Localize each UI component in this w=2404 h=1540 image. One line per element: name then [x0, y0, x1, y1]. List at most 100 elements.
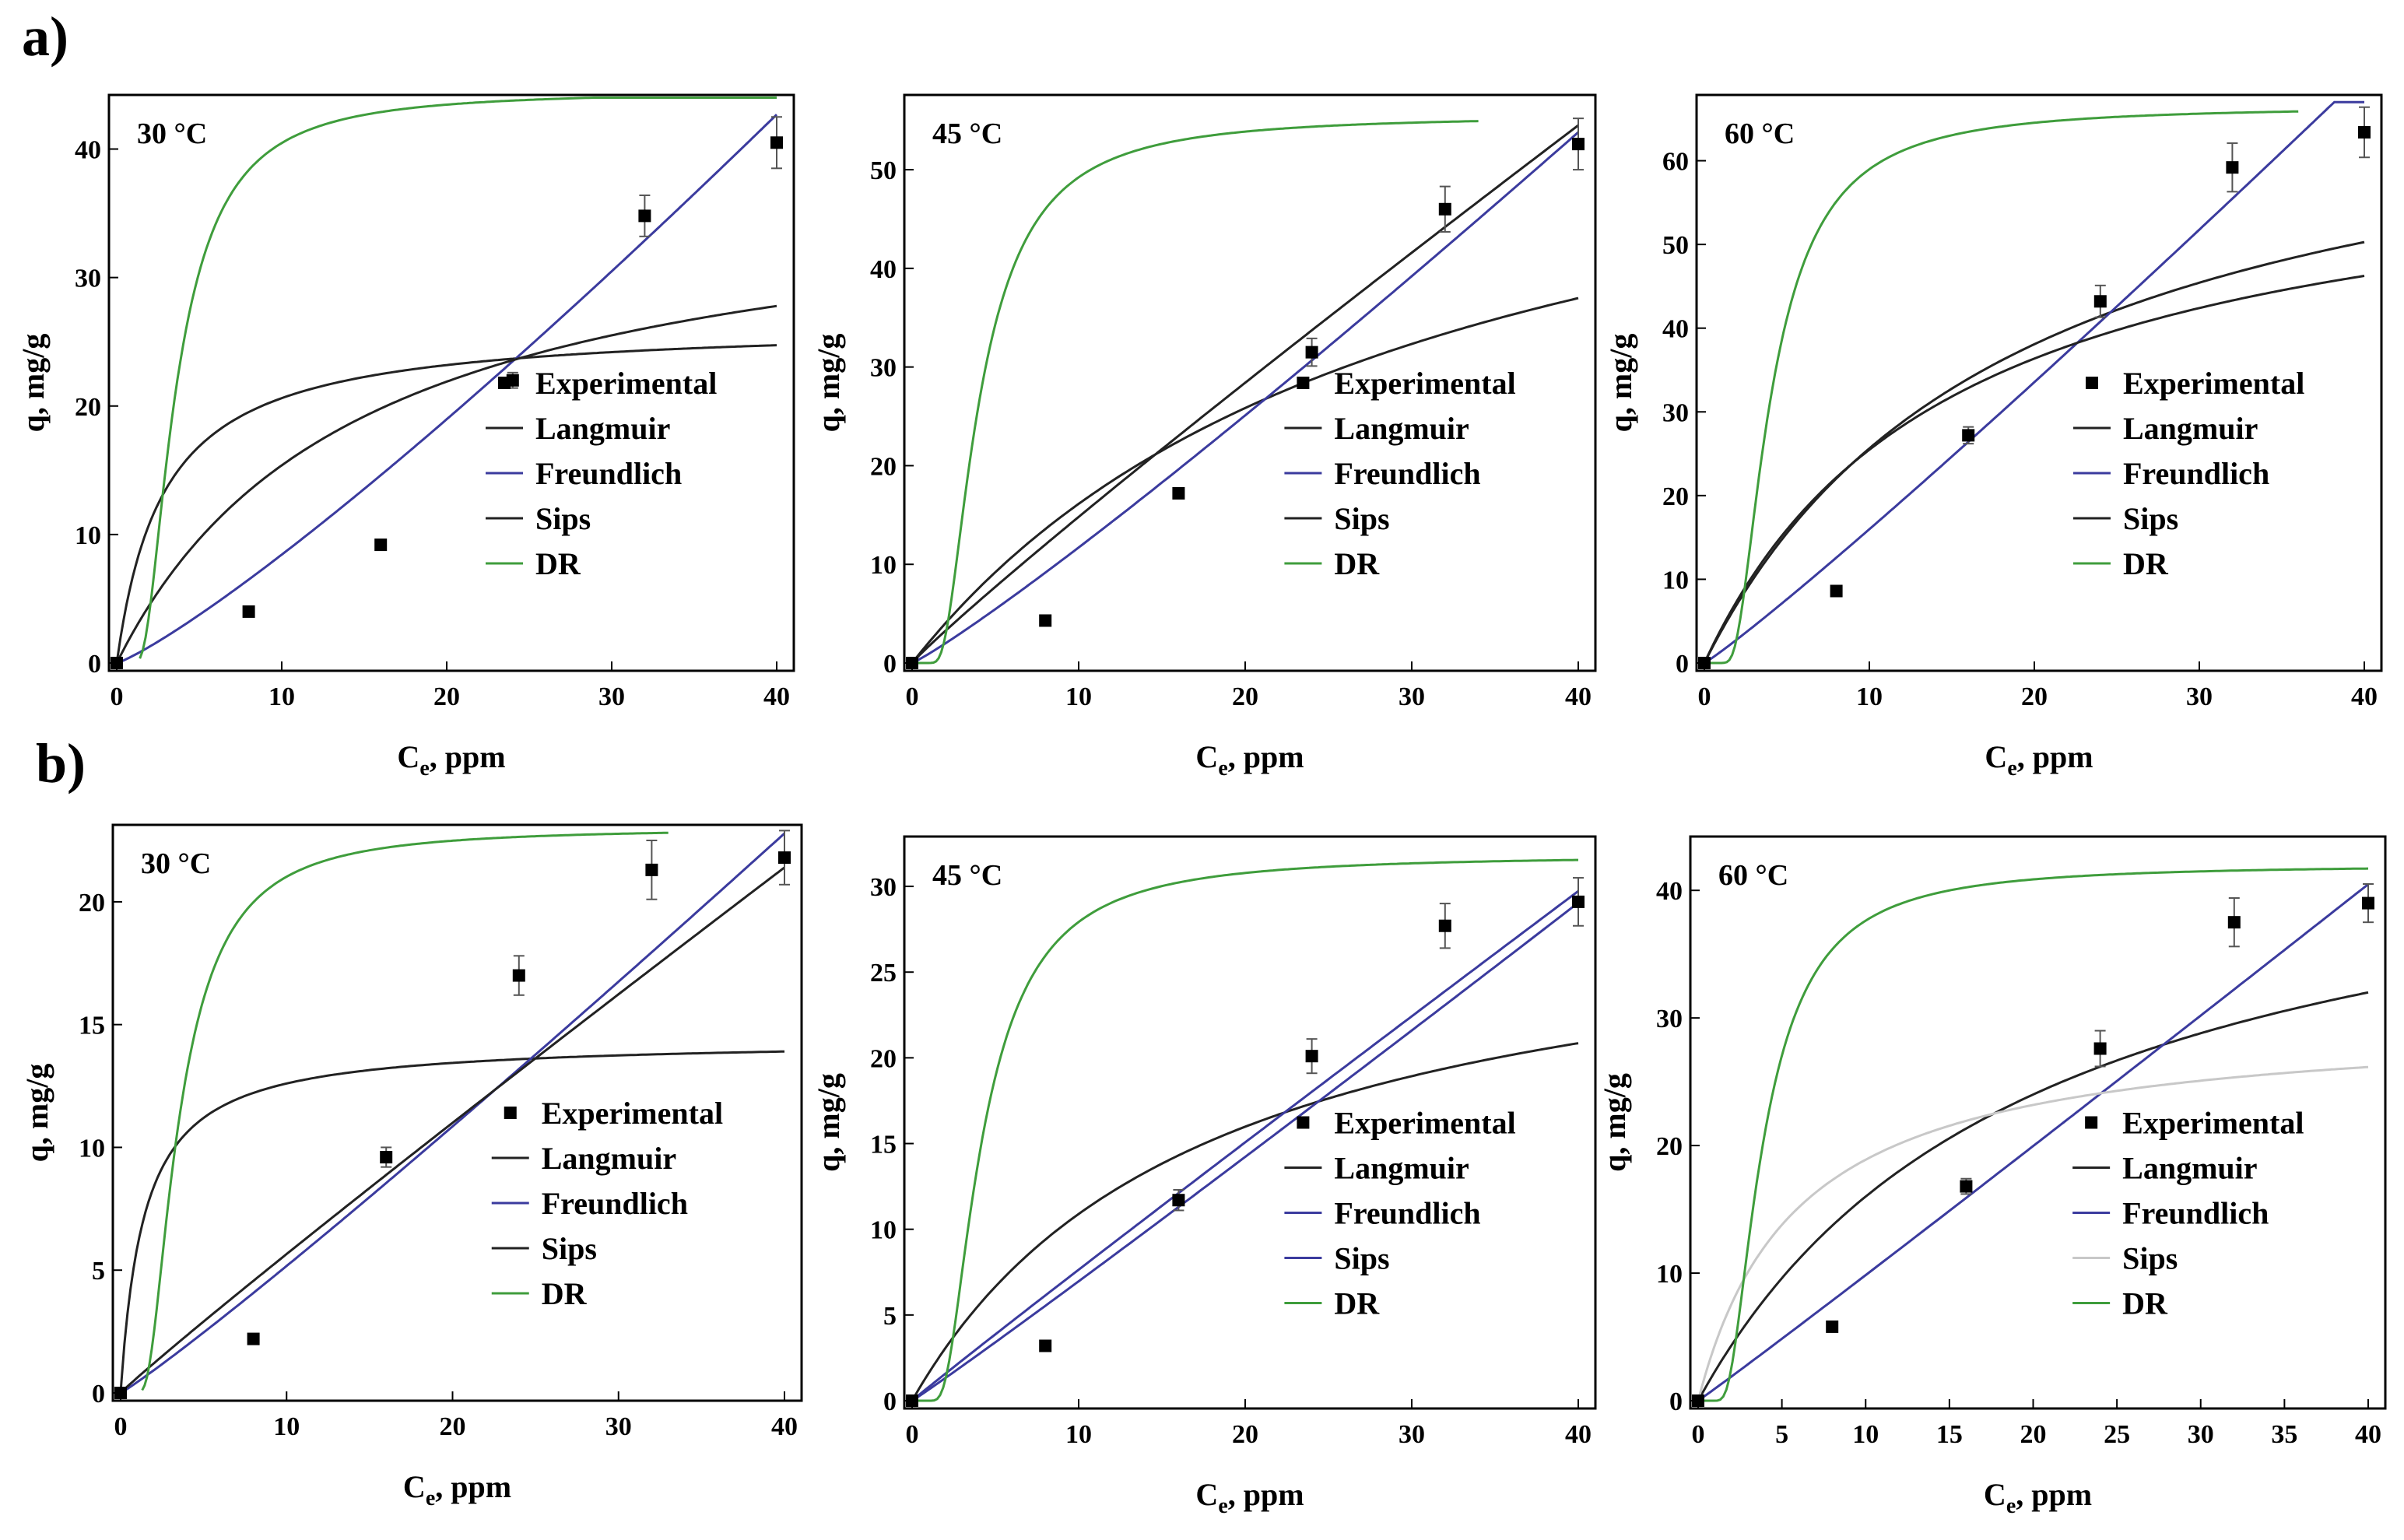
- y-tick-label: 20: [870, 452, 897, 481]
- freundlich-curve: [1704, 100, 2364, 665]
- legend-label: Experimental: [1334, 366, 1515, 401]
- dr-curve: [141, 831, 669, 1391]
- experimental-point: [2227, 916, 2241, 929]
- experimental-point: [1039, 1339, 1052, 1352]
- experimental-point: [1172, 486, 1185, 500]
- experimental-point: [1305, 346, 1318, 359]
- legend-label: Sips: [1334, 501, 1389, 536]
- legend-label: DR: [2123, 546, 2169, 581]
- experimental-point: [770, 136, 783, 149]
- x-tick-label: 10: [1065, 682, 1092, 711]
- experimental-point: [247, 1332, 260, 1345]
- experimental-point: [2093, 295, 2107, 308]
- legend-label: DR: [1334, 546, 1380, 581]
- x-tick-label: 10: [273, 1412, 300, 1441]
- experimental-point: [1305, 1050, 1318, 1063]
- row-label-b: b): [36, 732, 86, 795]
- legend-label: Freundlich: [535, 456, 682, 491]
- x-tick-label: 40: [2351, 682, 2378, 711]
- x-tick-label: 20: [1232, 682, 1258, 711]
- temperature-label: 60 °C: [1725, 118, 1795, 150]
- experimental-point: [114, 1387, 127, 1399]
- x-tick-label: 10: [1852, 1420, 1879, 1449]
- legend-label: Sips: [1334, 1241, 1389, 1276]
- x-tick-label: 40: [1565, 1420, 1592, 1449]
- x-tick-label: 0: [906, 1420, 919, 1449]
- legend-label: Freundlich: [542, 1186, 688, 1221]
- y-tick-label: 30: [75, 265, 101, 293]
- chart-b-1: 0 10 20 30 40 0 5 10 15 20 Ce, ppm q, mg/g 30 °C Expe…: [19, 823, 803, 1510]
- freundlich-curve: [1697, 883, 2369, 1402]
- dr-curve: [912, 858, 1578, 1402]
- y-tick-label: 50: [1662, 231, 1689, 260]
- x-tick-label: 20: [433, 682, 460, 711]
- y-tick-label: 25: [870, 959, 897, 987]
- y-tick-label: 60: [1662, 148, 1689, 177]
- x-tick-label: 30: [1399, 1420, 1425, 1449]
- y-tick-label: 10: [870, 551, 897, 580]
- y-tick-label: 40: [1662, 315, 1689, 344]
- plot-frame: [1689, 835, 2387, 1410]
- x-tick-label: 10: [1065, 1420, 1092, 1449]
- x-tick-label: 0: [114, 1412, 128, 1441]
- y-axis-title: q, mg/g: [1603, 334, 1638, 433]
- x-tick-label: 40: [763, 682, 790, 711]
- y-tick-label: 0: [92, 1380, 105, 1408]
- y-tick-label: 20: [870, 1044, 897, 1073]
- freundlich-curve: [116, 114, 778, 665]
- plot-frame: [903, 835, 1597, 1410]
- legend-label: Langmuir: [542, 1141, 676, 1176]
- experimental-point: [111, 657, 123, 669]
- x-tick-label: 25: [2104, 1420, 2130, 1449]
- legend-label: Freundlich: [1334, 456, 1480, 491]
- x-tick-label: 10: [268, 682, 295, 711]
- chart-a-1: 0 10 20 30 40 0 10 20 30 40 Ce, ppm q, mg/g 30 °C Exp…: [16, 93, 795, 781]
- y-axis-title: q, mg/g: [811, 1073, 846, 1172]
- experimental-point: [1698, 657, 1711, 669]
- experimental-point: [1039, 614, 1052, 627]
- y-tick-label: 40: [75, 136, 101, 165]
- y-tick-label: 0: [1669, 1387, 1683, 1416]
- dr-curve: [139, 96, 777, 659]
- legend-label: DR: [1334, 1286, 1380, 1321]
- y-tick-label: 0: [1676, 650, 1689, 679]
- legend-label: DR: [535, 546, 581, 581]
- x-axis-title: Ce, ppm: [1195, 739, 1304, 781]
- chart-b-3: 0 5 10 15 20 25 30 35 40 0 10 20 30 40 Ce, ppm q, mg/g 6…: [1597, 835, 2387, 1518]
- experimental-point: [2093, 1042, 2107, 1055]
- experimental-point: [242, 605, 255, 618]
- y-tick-label: 10: [1662, 566, 1689, 595]
- freundlich-curve: [911, 901, 1579, 1402]
- y-tick-label: 0: [88, 650, 101, 679]
- y-tick-label: 20: [1656, 1132, 1683, 1161]
- x-axis-title: Ce, ppm: [1984, 1477, 2092, 1518]
- experimental-point: [380, 1151, 393, 1164]
- legend-label: Freundlich: [2122, 1196, 2269, 1231]
- temperature-label: 60 °C: [1718, 859, 1788, 892]
- legend-label: Langmuir: [2123, 411, 2258, 446]
- experimental-point: [1572, 138, 1585, 151]
- temperature-label: 30 °C: [141, 847, 211, 880]
- x-axis-title: Ce, ppm: [1195, 1477, 1304, 1518]
- y-tick-label: 0: [883, 1387, 897, 1416]
- legend-marker: [1297, 377, 1310, 389]
- experimental-point: [778, 851, 791, 865]
- chart-b-2: 0 10 20 30 40 0 5 10 15 20 25 30 Ce, ppm q, mg/g 45 °C…: [811, 835, 1597, 1518]
- legend-label: Langmuir: [535, 411, 670, 446]
- y-tick-label: 40: [870, 255, 897, 284]
- y-axis-title: q, mg/g: [1597, 1073, 1632, 1172]
- x-tick-label: 5: [1775, 1420, 1788, 1449]
- y-axis-title: q, mg/g: [19, 1064, 54, 1163]
- legend-label: Sips: [542, 1231, 597, 1266]
- y-tick-label: 10: [79, 1134, 105, 1163]
- y-tick-label: 15: [79, 1012, 105, 1040]
- sips-curve: [911, 124, 1579, 664]
- experimental-point: [1438, 202, 1451, 216]
- experimental-point: [1830, 584, 1843, 598]
- y-tick-label: 20: [1662, 482, 1689, 511]
- legend-label: DR: [542, 1276, 588, 1311]
- sips-curve: [119, 866, 785, 1394]
- x-tick-label: 0: [1698, 682, 1711, 711]
- x-tick-label: 0: [906, 682, 919, 711]
